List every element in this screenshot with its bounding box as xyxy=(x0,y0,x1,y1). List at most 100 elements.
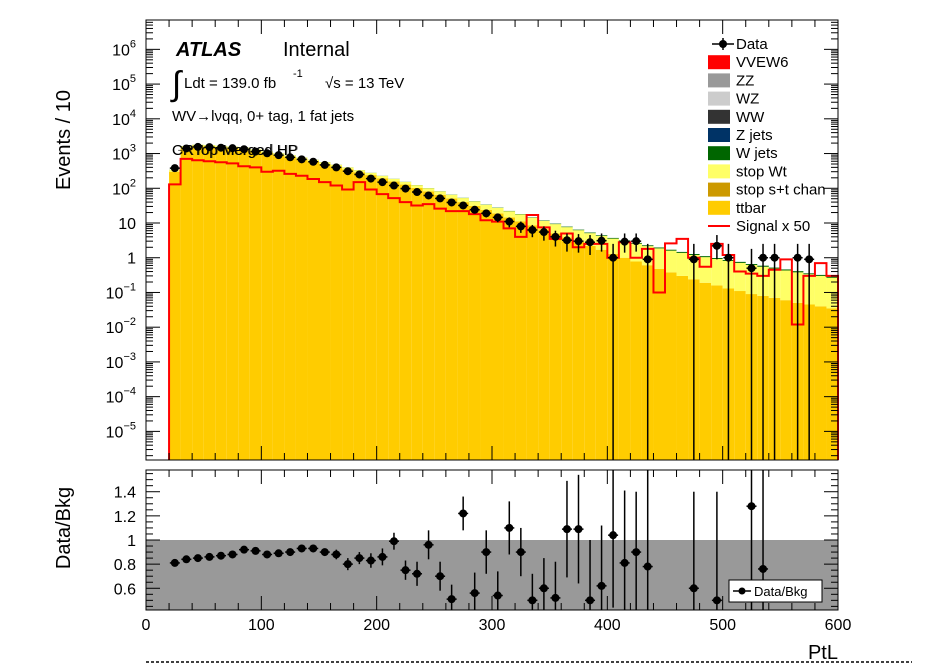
data-point xyxy=(227,144,238,153)
data-marker xyxy=(551,232,560,241)
ratio-marker xyxy=(516,548,525,557)
data-marker xyxy=(182,144,191,153)
y-tick-label: 10−1 xyxy=(106,281,136,302)
legend-label: W jets xyxy=(736,145,778,162)
data-point xyxy=(527,224,538,238)
data-marker xyxy=(562,236,571,245)
ratio-point xyxy=(469,572,480,610)
ratio-point xyxy=(631,491,642,610)
ratio-point xyxy=(192,554,203,563)
data-marker xyxy=(366,174,375,183)
w-jets-bar xyxy=(607,237,619,239)
data-marker xyxy=(424,191,433,200)
data-point xyxy=(285,153,296,162)
ratio-marker xyxy=(228,550,237,559)
ttbar-bar xyxy=(618,257,631,460)
channel-text: WV→lνqq, 0+ tag, 1 fat jets xyxy=(172,108,354,125)
stop-wt-bar xyxy=(515,214,527,222)
ttbar-bar xyxy=(203,146,216,461)
ttbar-bar xyxy=(503,217,516,460)
region-text-2: GRTop Merged HP xyxy=(172,142,298,159)
ratio-point xyxy=(619,490,630,610)
ratio-point xyxy=(561,480,572,578)
ratio-point xyxy=(181,555,192,564)
ttbar-bar xyxy=(538,229,550,460)
stop-wt-bar xyxy=(480,204,492,210)
stop-wt-bar xyxy=(665,250,677,273)
ttbar-bar xyxy=(826,308,838,460)
signal-histogram xyxy=(168,157,839,460)
data-marker xyxy=(470,205,479,214)
ratio-point xyxy=(400,560,411,580)
ratio-x-axis: 0 100 200 300 400 500 600 xyxy=(142,470,851,634)
data-point xyxy=(792,243,803,460)
data-marker xyxy=(216,143,225,152)
data-marker xyxy=(413,188,422,197)
stop-wt-bar xyxy=(492,207,504,214)
y-tick-label: 106 xyxy=(112,38,136,59)
data-marker xyxy=(574,237,583,246)
ratio-point xyxy=(342,558,353,571)
legend-label: WW xyxy=(736,109,765,126)
atlas-status: Internal xyxy=(283,39,350,61)
ratio-point xyxy=(596,525,607,610)
data-marker xyxy=(240,145,249,154)
data-marker xyxy=(355,170,364,179)
ratio-point xyxy=(504,501,515,555)
y-tick-label: 1 xyxy=(127,251,136,268)
data-point xyxy=(561,233,572,252)
stop-wt-bar xyxy=(780,270,792,301)
legend-swatch xyxy=(708,146,730,161)
data-marker xyxy=(620,237,629,246)
legend-entry: Data xyxy=(712,36,768,53)
data-marker xyxy=(747,264,756,273)
data-marker xyxy=(609,253,618,262)
ttbar-bar xyxy=(295,159,308,460)
ratio-legend-label: Data/Bkg xyxy=(754,584,807,599)
ttbar-bar xyxy=(665,272,677,460)
ratio-marker xyxy=(170,558,179,567)
ttbar-bar xyxy=(192,145,204,460)
ratio-panel: 0.6 0.8 1 1.2 1.4 0 100 200 300 400 500 600 Data/B… xyxy=(53,469,851,664)
data-marker xyxy=(770,253,779,262)
w-jets-bar xyxy=(826,276,838,278)
data-marker xyxy=(482,209,491,218)
ratio-point xyxy=(319,548,330,557)
data-point xyxy=(504,217,515,228)
ratio-marker xyxy=(493,591,502,600)
ratio-marker xyxy=(401,566,410,575)
ttbar-bar xyxy=(342,169,354,461)
y-tick-label: 105 xyxy=(112,73,136,94)
ratio-marker xyxy=(712,596,721,605)
ratio-marker xyxy=(320,548,329,557)
ratio-y-tick-label: 1.2 xyxy=(114,509,136,526)
legend-label: ZZ xyxy=(736,72,754,89)
data-marker xyxy=(447,198,456,207)
w-jets-bar xyxy=(665,249,677,251)
x-tick-label: 200 xyxy=(363,617,390,634)
ratio-y-tick-label: 1 xyxy=(127,533,136,550)
ttbar-bar xyxy=(595,249,608,460)
ratio-point xyxy=(492,571,503,610)
ratio-marker xyxy=(297,544,306,553)
data-point xyxy=(423,191,434,200)
x-tick-label: 100 xyxy=(248,617,275,634)
data-point xyxy=(711,235,722,260)
legend-label: Signal x 50 xyxy=(736,218,810,235)
legend-entry: WW xyxy=(708,109,765,126)
ratio-point xyxy=(388,532,399,550)
ratio-point xyxy=(688,491,699,610)
x-tick-label: 400 xyxy=(594,617,621,634)
data-marker xyxy=(193,142,202,151)
legend-label: ttbar xyxy=(736,200,766,217)
data-point xyxy=(469,205,480,214)
ratio-marker xyxy=(286,548,295,557)
ttbar-bar xyxy=(353,172,366,460)
data-marker xyxy=(505,217,514,226)
data-point xyxy=(412,188,423,197)
main-x-axis-ticks xyxy=(145,20,839,460)
ratio-y-tick-label: 1.4 xyxy=(114,485,136,502)
stop-wt-bar xyxy=(711,258,723,286)
